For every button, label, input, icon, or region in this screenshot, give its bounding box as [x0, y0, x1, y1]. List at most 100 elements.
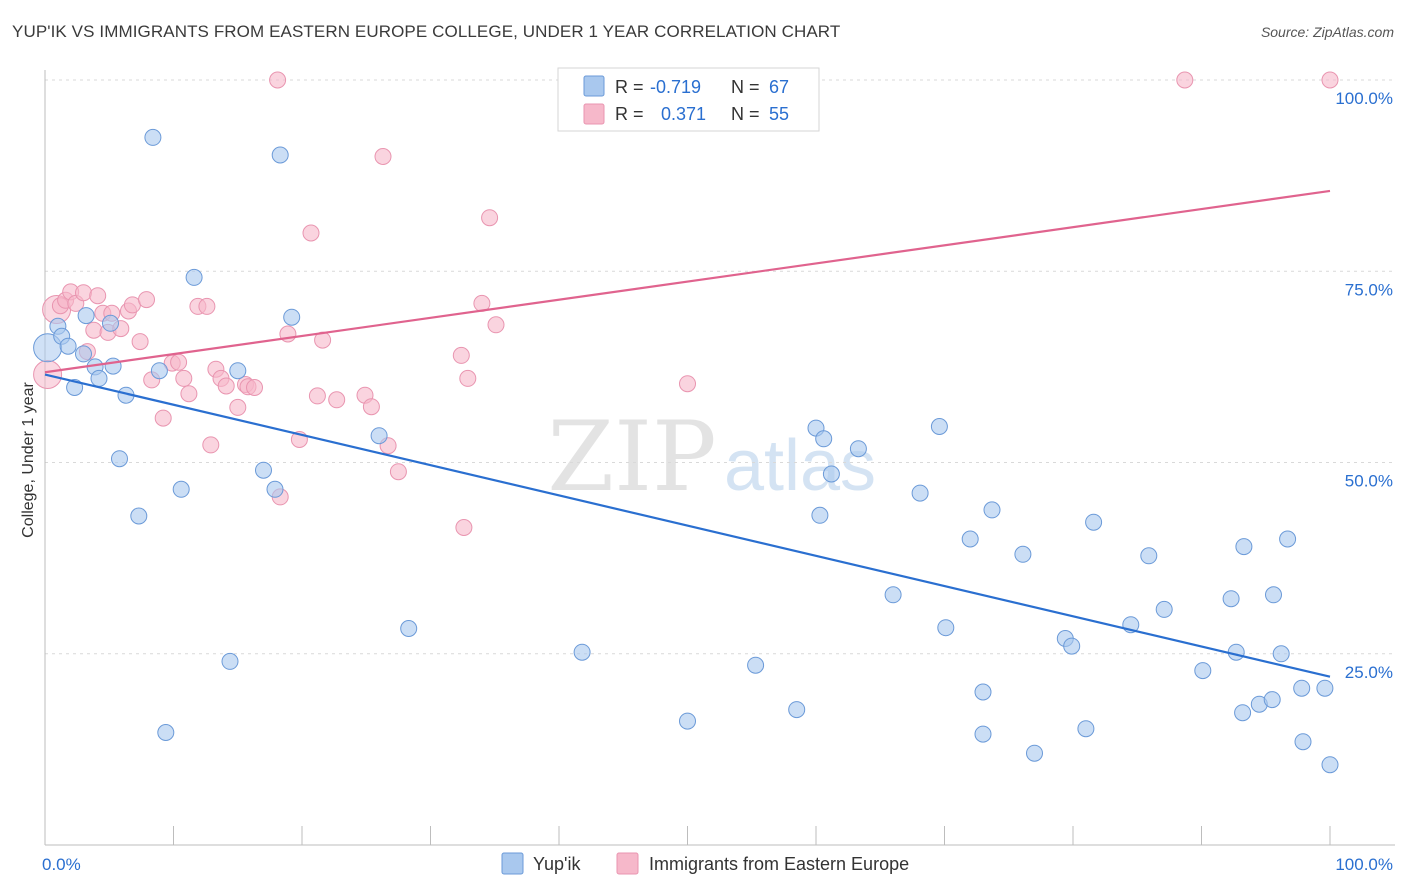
x-tick-label-100: 100.0% — [1335, 855, 1393, 874]
legend-n-value-blue: 67 — [769, 77, 789, 97]
yupik-point-40 — [961, 530, 979, 548]
yupik-point-49 — [1085, 513, 1103, 531]
yupik-point-6 — [77, 307, 95, 325]
immigrants-point-8 — [85, 321, 103, 339]
immigrants-point-49 — [459, 369, 477, 387]
trend-lines — [44, 189, 1331, 678]
immigrants-point-51 — [481, 209, 499, 227]
yupik-point-62 — [1279, 530, 1297, 548]
x-tick-label-0: 0.0% — [42, 855, 81, 874]
yupik-point-57 — [1235, 538, 1253, 556]
yupik-point-63 — [1293, 679, 1311, 697]
immigrants-point-6 — [75, 284, 92, 302]
yupik-trend-line — [44, 373, 1331, 678]
legend-n-value-pink: 55 — [769, 104, 789, 124]
legend-r-value-pink: 0.371 — [661, 104, 706, 124]
immigrants-point-44 — [374, 148, 392, 165]
yupik-point-35 — [849, 440, 867, 458]
yupik-point-19 — [221, 652, 239, 670]
yupik-point-53 — [1194, 662, 1212, 680]
immigrants-point-23 — [180, 385, 198, 403]
yupik-point-66 — [1321, 756, 1339, 774]
yupik-point-60 — [1265, 586, 1282, 604]
source-credit: Source: ZipAtlas.com — [1260, 24, 1394, 40]
y-tick-label-50: 50.0% — [1345, 472, 1393, 491]
immigrants-point-54 — [1176, 71, 1194, 89]
yupik-point-17 — [172, 480, 190, 498]
yupik-point-37 — [911, 484, 929, 502]
yupik-point-8 — [90, 369, 108, 387]
immigrants-point-39 — [308, 387, 326, 405]
yupik-point-33 — [815, 430, 833, 448]
x-ticks — [44, 826, 1331, 845]
yupik-point-5 — [75, 345, 92, 363]
yupik-point-32 — [811, 506, 829, 524]
immigrants-point-22 — [175, 369, 193, 387]
series-yupik-points — [33, 128, 1339, 774]
yupik-point-11 — [111, 450, 128, 468]
correlation-legend: R = -0.719 N = 67 R = 0.371 N = 55 — [557, 67, 820, 132]
y-tick-label-75: 75.0% — [1345, 280, 1393, 299]
yupik-point-52 — [1155, 600, 1173, 618]
yupik-point-56 — [1234, 704, 1252, 722]
watermark-atlas: atlas — [724, 426, 876, 506]
y-tick-label-25: 25.0% — [1345, 663, 1393, 682]
immigrants-point-26 — [202, 436, 220, 454]
yupik-point-39 — [937, 619, 955, 637]
immigrants-point-34 — [269, 71, 287, 89]
yupik-point-18 — [185, 268, 203, 286]
axes — [44, 70, 1395, 846]
yupik-point-13 — [130, 507, 148, 525]
y-tick-labels: 25.0% 50.0% 75.0% 100.0% — [1335, 89, 1393, 682]
yupik-point-16 — [157, 724, 175, 741]
yupik-point-45 — [1026, 744, 1043, 762]
yupik-point-10 — [104, 357, 122, 375]
yupik-point-42 — [974, 725, 992, 743]
yupik-point-29 — [747, 656, 765, 674]
immigrants-point-25 — [198, 297, 216, 315]
yupik-point-51 — [1140, 547, 1158, 565]
immigrants-point-19 — [154, 409, 172, 427]
yupik-point-27 — [573, 643, 591, 661]
yupik-point-59 — [1263, 691, 1281, 709]
chart-title: YUP'IK VS IMMIGRANTS FROM EASTERN EUROPE… — [12, 22, 841, 41]
yupik-point-44 — [1014, 545, 1032, 563]
immigrants-point-47 — [452, 346, 470, 364]
yupik-point-65 — [1316, 679, 1334, 697]
yupik-point-36 — [884, 586, 902, 604]
immigrants-point-16 — [131, 333, 149, 351]
yupik-point-25 — [370, 427, 388, 445]
bottom-legend-swatch-pink — [616, 852, 639, 875]
legend-swatch-blue — [583, 75, 605, 97]
immigrants-point-30 — [229, 398, 247, 416]
legend-n-label-pink: N = — [731, 104, 760, 124]
legend-r-label-blue: R = — [615, 77, 644, 97]
legend-n-label-blue: N = — [731, 77, 760, 97]
y-tick-label-100: 100.0% — [1335, 89, 1393, 108]
bottom-legend-label-blue: Yup'ik — [533, 854, 581, 874]
immigrants-point-53 — [679, 375, 696, 393]
legend-r-label-pink: R = — [615, 104, 644, 124]
yupik-point-3 — [59, 337, 77, 355]
immigrants-point-52 — [487, 316, 505, 334]
yupik-point-61 — [1272, 645, 1290, 663]
series-legend: Yup'ik Immigrants from Eastern Europe — [501, 852, 909, 875]
bottom-legend-label-pink: Immigrants from Eastern Europe — [649, 854, 909, 874]
yupik-point-26 — [400, 620, 418, 637]
immigrants-point-43 — [362, 398, 380, 416]
yupik-point-15 — [150, 362, 168, 380]
watermark-zip: ZIP — [547, 401, 716, 513]
yupik-point-30 — [788, 701, 806, 719]
immigrants-point-15 — [123, 296, 141, 314]
immigrants-point-9 — [89, 287, 107, 305]
immigrants-point-41 — [328, 391, 346, 409]
yupik-point-43 — [983, 501, 1001, 519]
yupik-point-14 — [144, 128, 162, 146]
immigrants-point-17 — [138, 291, 155, 309]
yupik-point-21 — [255, 461, 272, 479]
y-axis-title: College, Under 1 year — [20, 382, 37, 538]
immigrants-point-29 — [217, 377, 235, 395]
yupik-point-54 — [1222, 590, 1240, 608]
bottom-legend-swatch-blue — [501, 852, 524, 875]
